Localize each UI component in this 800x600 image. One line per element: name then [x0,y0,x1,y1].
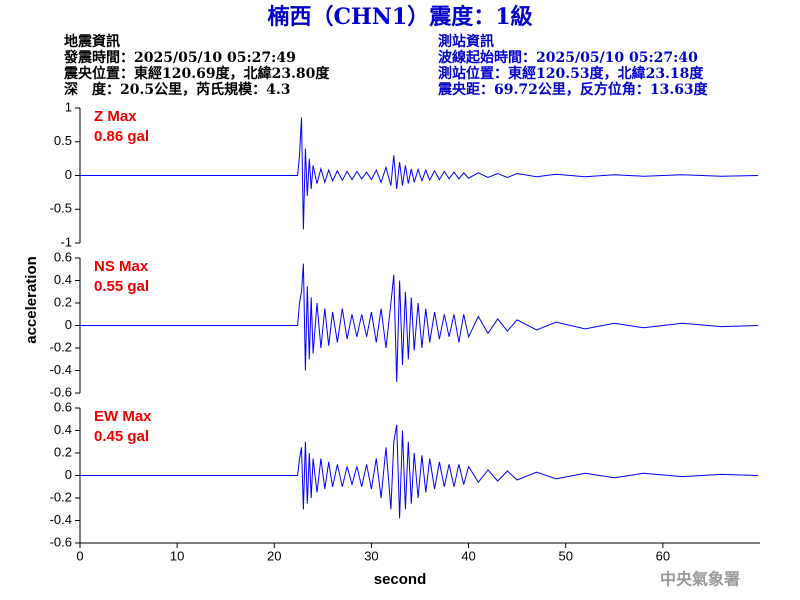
x-tick-label: 0 [76,548,83,563]
x-tick-label: 30 [364,548,378,563]
event-line: 震央位置：東經120.69度，北緯23.80度 [63,65,330,82]
station-line: 波線起始時間：2025/05/10 05:27:40 [438,49,698,66]
y-tick-label: 0 [65,467,72,482]
waveform [80,117,759,230]
x-tick-label: 40 [461,548,475,563]
max-annotation: 0.55 gal [94,278,149,295]
y-tick-label: 0.4 [54,422,72,437]
y-tick-label: -0.4 [50,362,72,377]
station-line: 測站位置：東經120.53度，北緯23.18度 [438,65,704,82]
max-annotation: Z Max [94,108,137,125]
y-tick-label: 0.6 [54,249,72,264]
y-tick-label: 0.2 [54,294,72,309]
y-tick-label: -1 [60,234,72,249]
event-line: 發震時間：2025/05/10 05:27:49 [63,49,296,66]
title: 楠西（CHN1）震度：1級 [267,4,532,30]
watermark: 中央氣象署 [660,570,740,589]
max-annotation: 0.45 gal [94,428,149,445]
y-tick-label: -0.2 [50,489,72,504]
x-tick-label: 50 [558,548,572,563]
y-tick-label: -0.6 [50,384,72,399]
station-line: 震央距：69.72公里，反方位角：13.63度 [437,81,709,98]
station-heading: 測站資訊 [438,33,494,50]
y-tick-label: 0.6 [54,399,72,414]
event-heading: 地震資訊 [64,33,120,50]
y-tick-label: 0.2 [54,444,72,459]
x-axis-label: second [374,571,427,588]
max-annotation: EW Max [94,408,152,425]
y-tick-label: -0.5 [50,201,72,216]
y-axis-label: acceleration [23,256,40,344]
y-tick-label: -0.6 [50,534,72,549]
y-tick-label: 1 [65,99,72,114]
y-tick-label: 0 [65,317,72,332]
x-tick-label: 60 [656,548,670,563]
waveform [80,263,759,382]
y-tick-label: 0.5 [54,133,72,148]
y-tick-label: -0.4 [50,512,72,527]
event-line: 深 度：20.5公里，芮氏規模：4.3 [64,81,290,98]
waveform [80,424,759,519]
x-tick-label: 10 [170,548,184,563]
max-annotation: 0.86 gal [94,128,149,145]
y-tick-label: -0.2 [50,339,72,354]
y-tick-label: 0 [65,167,72,182]
max-annotation: NS Max [94,258,149,275]
x-tick-label: 20 [267,548,281,563]
y-tick-label: 0.4 [54,272,72,287]
